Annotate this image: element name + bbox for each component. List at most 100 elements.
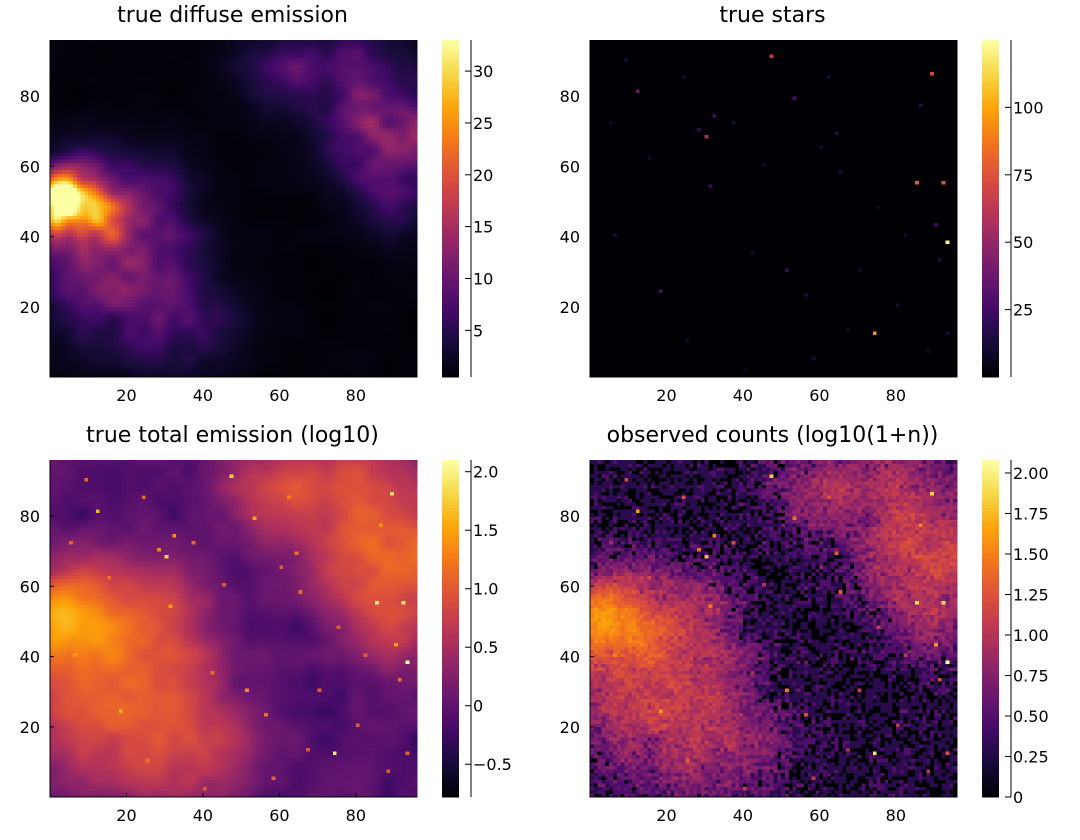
heatmap-cell xyxy=(244,110,250,115)
heatmap-cell xyxy=(145,43,150,48)
heatmap-cell xyxy=(214,194,219,199)
heatmap-cell xyxy=(187,43,192,48)
heatmap-cell xyxy=(160,257,166,262)
heatmap-cell xyxy=(103,145,108,150)
heatmap-cell xyxy=(202,68,208,72)
heatmap-cell xyxy=(103,85,108,90)
heatmap-cell xyxy=(179,204,185,209)
heatmap-cell xyxy=(214,103,219,108)
heatmap-cell xyxy=(199,362,204,367)
heatmap-cell xyxy=(179,331,185,336)
heatmap-cell xyxy=(69,71,74,76)
heatmap-cell xyxy=(225,155,231,160)
heatmap-cell xyxy=(233,338,238,343)
heatmap-cell xyxy=(65,99,70,104)
heatmap-cell xyxy=(50,296,55,301)
heatmap-cell xyxy=(210,250,215,255)
heatmap-cell xyxy=(107,222,112,227)
heatmap-cell xyxy=(199,278,204,283)
heatmap-cell xyxy=(53,240,58,244)
heatmap-cell xyxy=(183,257,188,262)
heatmap-cell xyxy=(92,345,97,350)
heatmap-cell xyxy=(195,257,200,262)
heatmap-cell xyxy=(80,320,85,325)
heatmap-cell xyxy=(233,162,238,167)
heatmap-cell xyxy=(61,201,66,206)
heatmap-cell xyxy=(84,47,89,51)
heatmap-cell xyxy=(218,215,223,220)
heatmap-cell xyxy=(157,190,162,195)
heatmap-cell xyxy=(130,275,135,280)
heatmap-cell xyxy=(137,324,143,329)
heatmap-cell xyxy=(237,338,242,343)
heatmap-cell xyxy=(53,43,58,48)
heatmap-cell xyxy=(222,222,227,227)
heatmap-cell xyxy=(65,233,70,237)
heatmap-cell xyxy=(157,278,162,283)
heatmap-cell xyxy=(72,289,78,294)
heatmap-cell xyxy=(88,197,93,202)
heatmap-cell xyxy=(153,369,158,374)
heatmap-cell xyxy=(157,162,162,167)
heatmap-cell xyxy=(199,43,204,48)
heatmap-cell xyxy=(210,180,215,185)
heatmap-cell xyxy=(172,271,177,276)
heatmap-cell xyxy=(126,92,131,97)
heatmap-cell xyxy=(179,43,185,48)
heatmap-cell xyxy=(122,341,127,346)
heatmap-cell xyxy=(229,71,234,76)
heatmap-cell xyxy=(92,236,97,241)
heatmap-cell xyxy=(214,268,219,273)
heatmap-cell xyxy=(95,369,101,374)
heatmap-cell xyxy=(111,71,116,76)
heatmap-cell xyxy=(195,43,200,48)
heatmap-cell xyxy=(160,166,166,171)
heatmap-cell xyxy=(172,219,177,223)
heatmap-cell xyxy=(76,78,81,83)
heatmap-cell xyxy=(157,148,162,153)
heatmap-cell xyxy=(237,324,242,329)
heatmap-cell xyxy=(157,71,162,76)
heatmap-cell xyxy=(210,169,215,174)
heatmap-cell xyxy=(206,324,211,329)
heatmap-cell xyxy=(99,159,104,164)
heatmap-cell xyxy=(233,355,238,360)
heatmap-cell xyxy=(149,120,154,125)
heatmap-cell xyxy=(95,106,101,111)
heatmap-cell xyxy=(160,362,166,367)
heatmap-cell xyxy=(69,236,74,241)
heatmap-cell xyxy=(118,285,123,290)
heatmap-cell xyxy=(114,278,120,283)
heatmap-cell xyxy=(195,85,200,90)
heatmap-cell xyxy=(187,134,192,139)
heatmap-cell xyxy=(218,320,223,325)
heatmap-cell xyxy=(145,282,150,287)
heatmap-cell xyxy=(237,99,242,104)
heatmap-cell xyxy=(160,369,166,374)
heatmap-cell xyxy=(92,54,97,58)
heatmap-cell xyxy=(164,155,169,160)
heatmap-cell xyxy=(179,155,185,160)
heatmap-cell xyxy=(149,229,154,234)
heatmap-cell xyxy=(118,155,123,160)
heatmap-cell xyxy=(191,169,196,174)
heatmap-cell xyxy=(160,162,166,167)
heatmap-cell xyxy=(134,68,139,72)
heatmap-cell xyxy=(50,113,55,118)
heatmap-cell xyxy=(160,131,166,136)
heatmap-cell xyxy=(114,362,120,367)
heatmap-cell xyxy=(222,345,227,350)
heatmap-cell xyxy=(206,212,211,216)
heatmap-cell xyxy=(225,373,231,378)
heatmap-cell xyxy=(183,50,188,55)
heatmap-cell xyxy=(99,89,104,94)
heatmap-cell xyxy=(237,229,242,234)
heatmap-cell xyxy=(225,236,231,241)
heatmap-cell xyxy=(130,359,135,364)
heatmap-cell xyxy=(244,64,250,69)
heatmap-cell xyxy=(183,271,188,276)
heatmap-cell xyxy=(222,240,227,244)
heatmap-cell xyxy=(241,306,246,311)
heatmap-cell xyxy=(179,303,185,308)
heatmap-cell xyxy=(237,43,242,48)
